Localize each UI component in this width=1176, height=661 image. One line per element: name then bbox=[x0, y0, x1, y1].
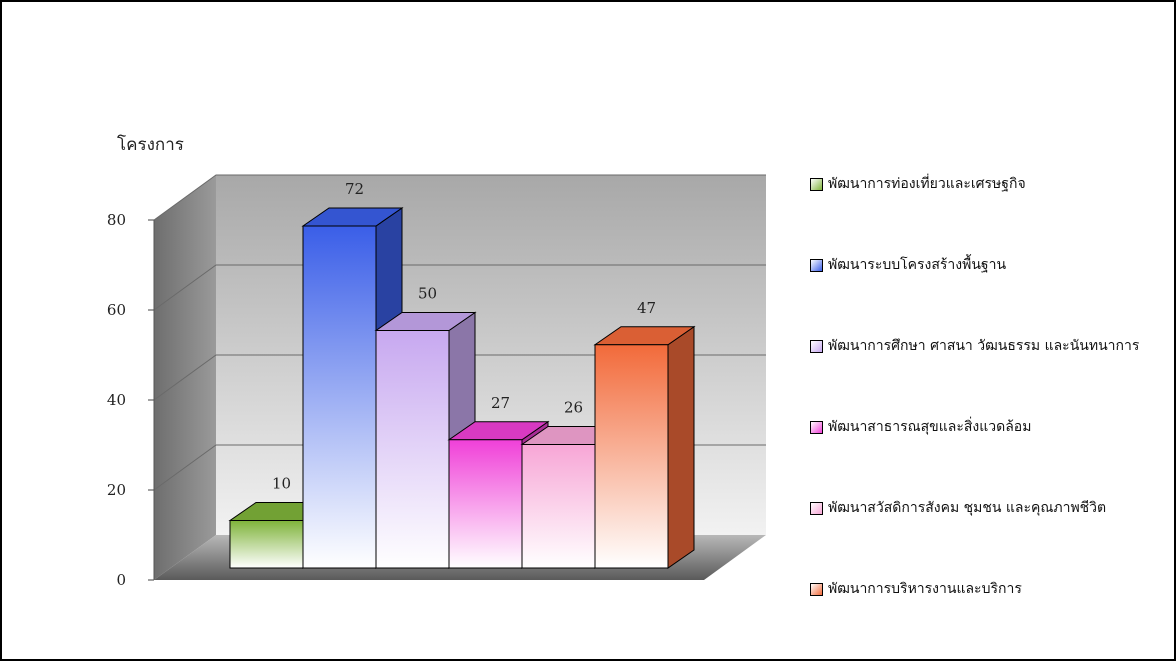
legend-swatch bbox=[810, 258, 823, 272]
legend: พัฒนาการท่องเที่ยวและเศรษฐกิจพัฒนาระบบโค… bbox=[810, 174, 1170, 614]
gridline bbox=[153, 354, 766, 401]
legend-item: พัฒนาการท่องเที่ยวและเศรษฐกิจ bbox=[810, 174, 1026, 194]
gridline bbox=[153, 264, 766, 311]
bar-front bbox=[594, 344, 669, 569]
legend-item: พัฒนาการบริหารงานและบริการ bbox=[810, 579, 1022, 599]
data-label: 50 bbox=[418, 285, 437, 303]
bar-front bbox=[229, 520, 304, 569]
y-axis-title: โครงการ bbox=[117, 134, 184, 155]
legend-label: พัฒนาสาธารณสุขและสิ่งแวดล้อม bbox=[828, 419, 1032, 435]
bar-front bbox=[448, 439, 523, 569]
data-label: 10 bbox=[272, 475, 291, 493]
gridline bbox=[153, 174, 766, 221]
y-tick-label: 0 bbox=[116, 571, 126, 589]
bar-front bbox=[521, 444, 596, 569]
legend-item: พัฒนาสวัสดิการสังคม ชุมชน และคุณภาพชีวิต bbox=[810, 498, 1106, 518]
y-tick-label: 40 bbox=[107, 391, 126, 409]
legend-item: พัฒนาสาธารณสุขและสิ่งแวดล้อม bbox=[810, 417, 1031, 437]
legend-label: พัฒนาการศึกษา ศาสนา วัฒนธรรม และนันทนากา… bbox=[828, 338, 1140, 354]
legend-label: พัฒนาการท่องเที่ยวและเศรษฐกิจ bbox=[828, 176, 1026, 192]
legend-item: พัฒนาระบบโครงสร้างพื้นฐาน bbox=[810, 255, 1006, 275]
bar-side bbox=[667, 325, 695, 569]
y-tick-label: 20 bbox=[107, 481, 126, 499]
y-tick-label: 80 bbox=[107, 211, 126, 229]
legend-swatch bbox=[810, 177, 823, 191]
legend-swatch bbox=[810, 339, 823, 353]
legend-swatch bbox=[810, 420, 823, 434]
bar-6 bbox=[593, 325, 696, 569]
data-label: 27 bbox=[491, 394, 510, 412]
data-label: 72 bbox=[345, 180, 364, 198]
bar-front bbox=[302, 225, 377, 569]
bar-front bbox=[375, 330, 450, 569]
y-tick-label: 60 bbox=[107, 301, 126, 319]
legend-item: พัฒนาการศึกษา ศาสนา วัฒนธรรม และนันทนากา… bbox=[810, 336, 1139, 356]
data-label: 26 bbox=[564, 399, 583, 417]
legend-label: พัฒนาระบบโครงสร้างพื้นฐาน bbox=[828, 257, 1007, 273]
legend-label: พัฒนาการบริหารงานและบริการ bbox=[828, 581, 1022, 597]
legend-swatch bbox=[810, 501, 823, 515]
legend-label: พัฒนาสวัสดิการสังคม ชุมชน และคุณภาพชีวิต bbox=[828, 500, 1107, 516]
data-label: 47 bbox=[637, 299, 656, 317]
legend-swatch bbox=[810, 582, 823, 596]
